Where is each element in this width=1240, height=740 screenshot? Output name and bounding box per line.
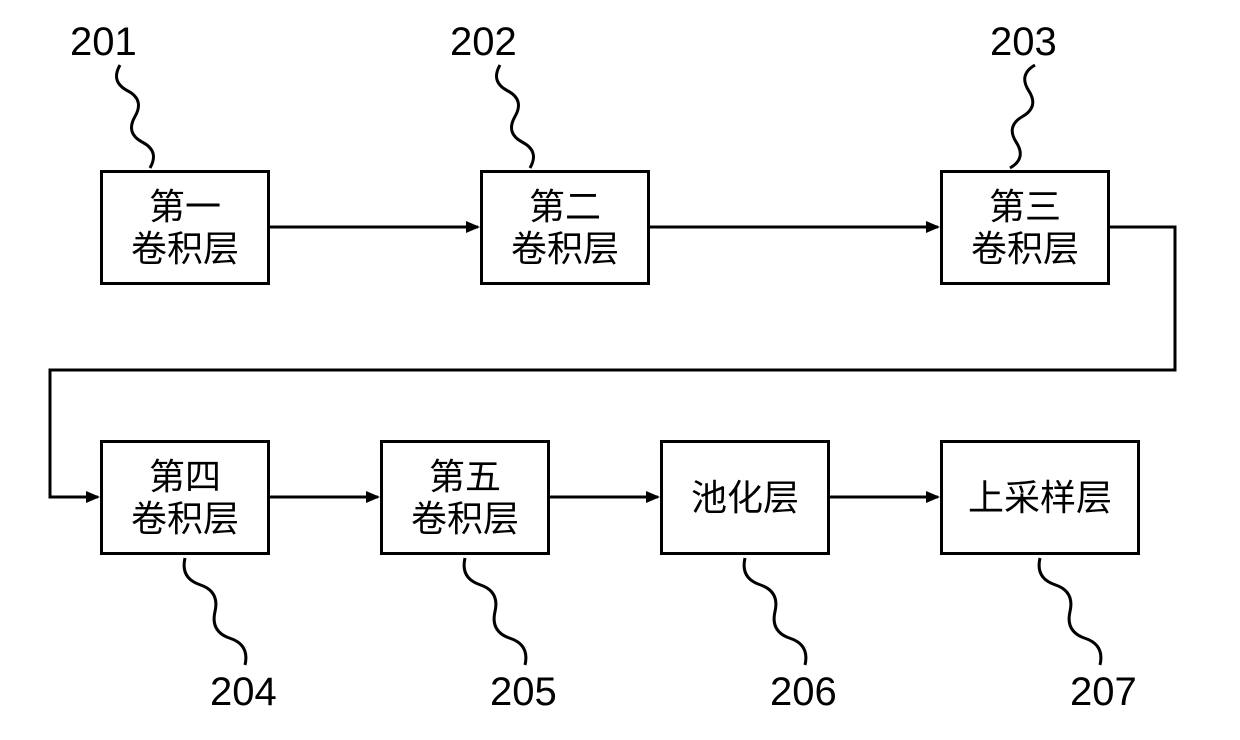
node-text-line1: 第一: [149, 186, 221, 227]
ref-label-204: 204: [210, 670, 277, 715]
ref-label-206: 206: [770, 670, 837, 715]
ref-label-203: 203: [990, 20, 1057, 65]
flow-node-n5: 第五卷积层: [380, 440, 550, 555]
flow-node-n1: 第一卷积层: [100, 170, 270, 285]
node-text-line1: 第五: [429, 456, 501, 497]
flow-node-n6: 池化层: [660, 440, 830, 555]
node-text-line1: 池化层: [691, 477, 799, 518]
flow-overlay: [0, 0, 1240, 740]
node-text-line1: 第二: [529, 186, 601, 227]
flow-node-n3: 第三卷积层: [940, 170, 1110, 285]
ref-label-207: 207: [1070, 670, 1137, 715]
ref-label-201: 201: [70, 20, 137, 65]
node-text-line1: 第三: [989, 186, 1061, 227]
flow-node-n4: 第四卷积层: [100, 440, 270, 555]
node-text-line2: 卷积层: [971, 228, 1079, 269]
flow-node-n2: 第二卷积层: [480, 170, 650, 285]
node-text-line2: 卷积层: [411, 498, 519, 539]
node-text-line1: 上采样层: [968, 477, 1112, 518]
node-text-line2: 卷积层: [511, 228, 619, 269]
flow-node-n7: 上采样层: [940, 440, 1140, 555]
ref-label-202: 202: [450, 20, 517, 65]
node-text-line1: 第四: [149, 456, 221, 497]
ref-label-205: 205: [490, 670, 557, 715]
node-text-line2: 卷积层: [131, 228, 239, 269]
node-text-line2: 卷积层: [131, 498, 239, 539]
